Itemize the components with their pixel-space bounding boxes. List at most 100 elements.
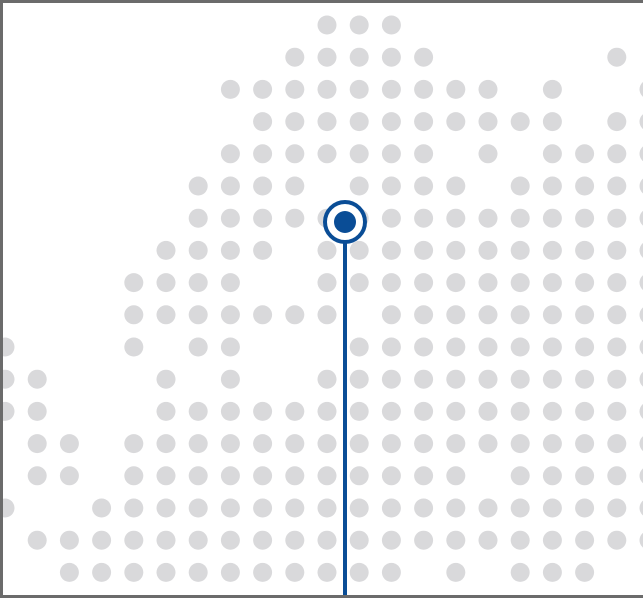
location-marker[interactable] (323, 200, 367, 598)
map-dot (381, 305, 401, 325)
map-dot (639, 82, 643, 97)
map-dot (414, 144, 434, 164)
map-dot (285, 466, 305, 486)
map-dot (575, 240, 595, 260)
map-dot (414, 176, 434, 196)
map-dot (542, 112, 562, 132)
map-dot (639, 178, 643, 194)
map-dot (27, 401, 47, 421)
map-dot (542, 401, 562, 421)
map-dot (575, 369, 595, 389)
map-dot (188, 337, 208, 357)
map-dot (446, 79, 466, 99)
map-dot (639, 468, 643, 484)
map-dot (478, 401, 498, 421)
map-dot (188, 562, 208, 582)
map-dot (639, 371, 643, 387)
map-dot (349, 79, 369, 99)
map-dot (220, 208, 240, 228)
map-dot (542, 498, 562, 518)
map-dot (253, 401, 273, 421)
map-dot (156, 240, 176, 260)
map-dot (253, 176, 273, 196)
map-dot (381, 369, 401, 389)
map-dot (446, 208, 466, 228)
map-dot (478, 498, 498, 518)
map-dot (285, 79, 305, 99)
map-dot (575, 498, 595, 518)
map-dot (542, 466, 562, 486)
map-dot (510, 498, 530, 518)
map-dot (478, 369, 498, 389)
map-dot (253, 434, 273, 454)
map-dot (510, 112, 530, 132)
map-dot (220, 434, 240, 454)
map-dot (285, 176, 305, 196)
map-dot (317, 144, 337, 164)
map-dot (607, 273, 627, 293)
map-dot (478, 112, 498, 132)
map-dot (59, 434, 79, 454)
map-dot (542, 79, 562, 99)
map-dot (575, 562, 595, 582)
map-dot (542, 530, 562, 550)
map-dot (381, 273, 401, 293)
map-dot (156, 498, 176, 518)
map-dot (349, 15, 369, 35)
map-dot (575, 401, 595, 421)
map-dot (542, 240, 562, 260)
map-dot (639, 114, 643, 129)
map-dot (59, 466, 79, 486)
map-dot (349, 498, 369, 518)
map-dot (575, 466, 595, 486)
map-dot (478, 305, 498, 325)
map-dot (510, 530, 530, 550)
map-dot (285, 144, 305, 164)
map-dot (317, 240, 337, 260)
map-dot (188, 530, 208, 550)
map-dot (156, 401, 176, 421)
map-dot (92, 530, 112, 550)
map-dot (285, 434, 305, 454)
map-dot (381, 434, 401, 454)
map-dot (349, 466, 369, 486)
marker-center (334, 211, 356, 233)
map-dot (285, 562, 305, 582)
map-dot (414, 273, 434, 293)
map-dot (124, 530, 144, 550)
map-dot (542, 305, 562, 325)
map-dot (285, 112, 305, 132)
map-dot (510, 562, 530, 582)
map-dot (381, 79, 401, 99)
map-dot (188, 208, 208, 228)
map-dot (3, 401, 15, 421)
map-dot (156, 466, 176, 486)
map-dot (575, 273, 595, 293)
map-dot (317, 369, 337, 389)
map-dot (446, 498, 466, 518)
map-dot (607, 112, 627, 132)
map-dot (156, 562, 176, 582)
map-dot (446, 434, 466, 454)
map-dot (607, 305, 627, 325)
map-dot (188, 498, 208, 518)
map-dot (349, 401, 369, 421)
map-dot (220, 530, 240, 550)
map-dot (478, 208, 498, 228)
map-dot (188, 240, 208, 260)
map-dot (253, 562, 273, 582)
map-dot (188, 401, 208, 421)
map-dot (349, 112, 369, 132)
map-dot (446, 305, 466, 325)
map-dot (124, 273, 144, 293)
map-dot (542, 144, 562, 164)
map-dot (607, 144, 627, 164)
map-dot (607, 176, 627, 196)
map-dot (607, 208, 627, 228)
map-dot (510, 337, 530, 357)
map-dot (414, 466, 434, 486)
map-dot (639, 146, 643, 162)
map-dot (285, 530, 305, 550)
map-dot (607, 434, 627, 454)
map-dot (381, 208, 401, 228)
